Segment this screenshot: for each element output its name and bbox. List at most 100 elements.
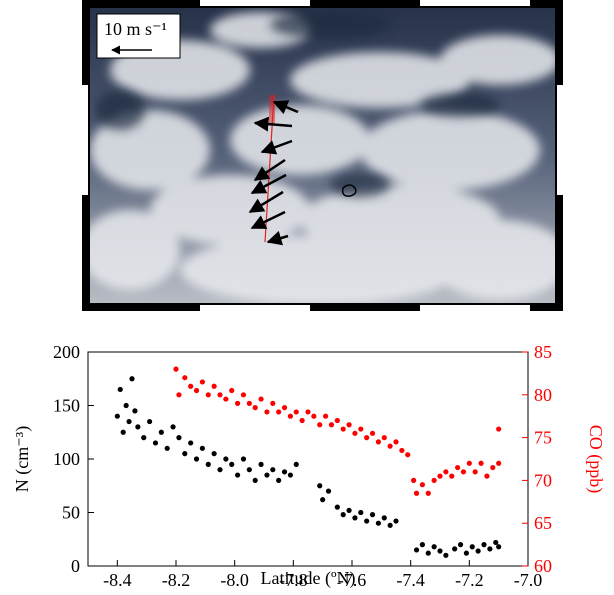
point xyxy=(188,383,194,389)
y2-axis-label: CO (ppb) xyxy=(585,425,606,494)
point xyxy=(252,477,258,483)
frame-ticks xyxy=(82,0,563,311)
point xyxy=(328,422,335,428)
point xyxy=(455,464,461,471)
point xyxy=(375,520,381,526)
point xyxy=(223,396,229,402)
point xyxy=(173,366,179,372)
x-tick-label: -7.8 xyxy=(279,570,308,590)
point xyxy=(443,469,449,475)
point xyxy=(211,383,217,389)
point xyxy=(334,504,340,510)
point xyxy=(405,452,411,458)
point xyxy=(120,429,126,435)
point xyxy=(240,392,247,398)
y-axis-label: N (cm⁻³) xyxy=(12,426,33,492)
point xyxy=(340,512,346,518)
point xyxy=(258,396,264,402)
point xyxy=(399,447,405,454)
point xyxy=(287,413,293,419)
point xyxy=(199,445,205,451)
point xyxy=(182,451,188,457)
point xyxy=(487,546,493,552)
point xyxy=(270,400,276,406)
point xyxy=(264,409,270,415)
point xyxy=(325,488,332,494)
point xyxy=(387,443,393,449)
point xyxy=(276,409,282,415)
point xyxy=(460,469,467,475)
point xyxy=(205,392,211,398)
y-tick-label: 50 xyxy=(62,503,80,523)
point xyxy=(425,550,431,556)
x-axis-label: Latitude (ºN) xyxy=(260,568,355,589)
point xyxy=(369,512,376,518)
y2-tick-label: 70 xyxy=(534,470,552,490)
point xyxy=(235,400,241,406)
point xyxy=(334,417,340,424)
point xyxy=(311,413,317,419)
satellite-image: 10 m s⁻¹ xyxy=(82,0,563,311)
point xyxy=(425,490,431,496)
point xyxy=(176,435,182,441)
point xyxy=(240,456,247,462)
wind-arrows xyxy=(248,100,299,246)
point xyxy=(457,542,464,548)
point xyxy=(323,413,329,419)
point xyxy=(287,472,293,478)
point xyxy=(147,418,153,425)
point xyxy=(164,445,170,451)
point xyxy=(346,507,352,513)
point xyxy=(170,424,176,430)
x-tick-label: -8.4 xyxy=(103,570,132,590)
point xyxy=(281,405,288,411)
point xyxy=(246,400,252,406)
point xyxy=(484,473,490,479)
point xyxy=(317,483,323,489)
point xyxy=(463,550,469,556)
point xyxy=(126,418,132,425)
point xyxy=(281,469,288,475)
point xyxy=(381,515,387,521)
point xyxy=(205,461,211,467)
point xyxy=(490,464,496,471)
point xyxy=(229,461,235,467)
point xyxy=(431,477,437,483)
point xyxy=(393,439,399,445)
point xyxy=(381,435,387,441)
point xyxy=(235,472,241,478)
point xyxy=(369,430,376,436)
point xyxy=(352,515,358,521)
y2-tick-label: 80 xyxy=(534,385,552,405)
point xyxy=(117,386,123,393)
point xyxy=(358,426,364,432)
point xyxy=(258,461,264,467)
point xyxy=(193,387,200,394)
point xyxy=(293,409,299,415)
point xyxy=(176,392,182,398)
x-tick-label: -8.0 xyxy=(220,570,249,590)
x-tick-label: -8.2 xyxy=(162,570,191,590)
point xyxy=(132,408,138,414)
point xyxy=(264,472,270,478)
y2-tick-label: 60 xyxy=(534,556,552,576)
point xyxy=(217,392,223,398)
y-tick-label: 100 xyxy=(53,449,80,469)
point xyxy=(478,460,484,466)
point xyxy=(472,469,478,475)
point xyxy=(387,522,393,528)
point xyxy=(276,477,282,483)
point xyxy=(419,482,425,488)
point xyxy=(188,440,194,446)
x-tick-label: -7.4 xyxy=(396,570,425,590)
y-tick-label: 150 xyxy=(53,396,80,416)
point xyxy=(496,426,502,432)
scatter-chart: Latitude (ºN) N (cm⁻³) CO (ppb) -8.4 -8.2… xyxy=(12,342,606,590)
point xyxy=(129,376,135,382)
point xyxy=(211,451,217,457)
point xyxy=(293,461,299,467)
point xyxy=(270,467,276,473)
point xyxy=(320,497,326,503)
point xyxy=(364,518,370,524)
point xyxy=(346,422,352,428)
